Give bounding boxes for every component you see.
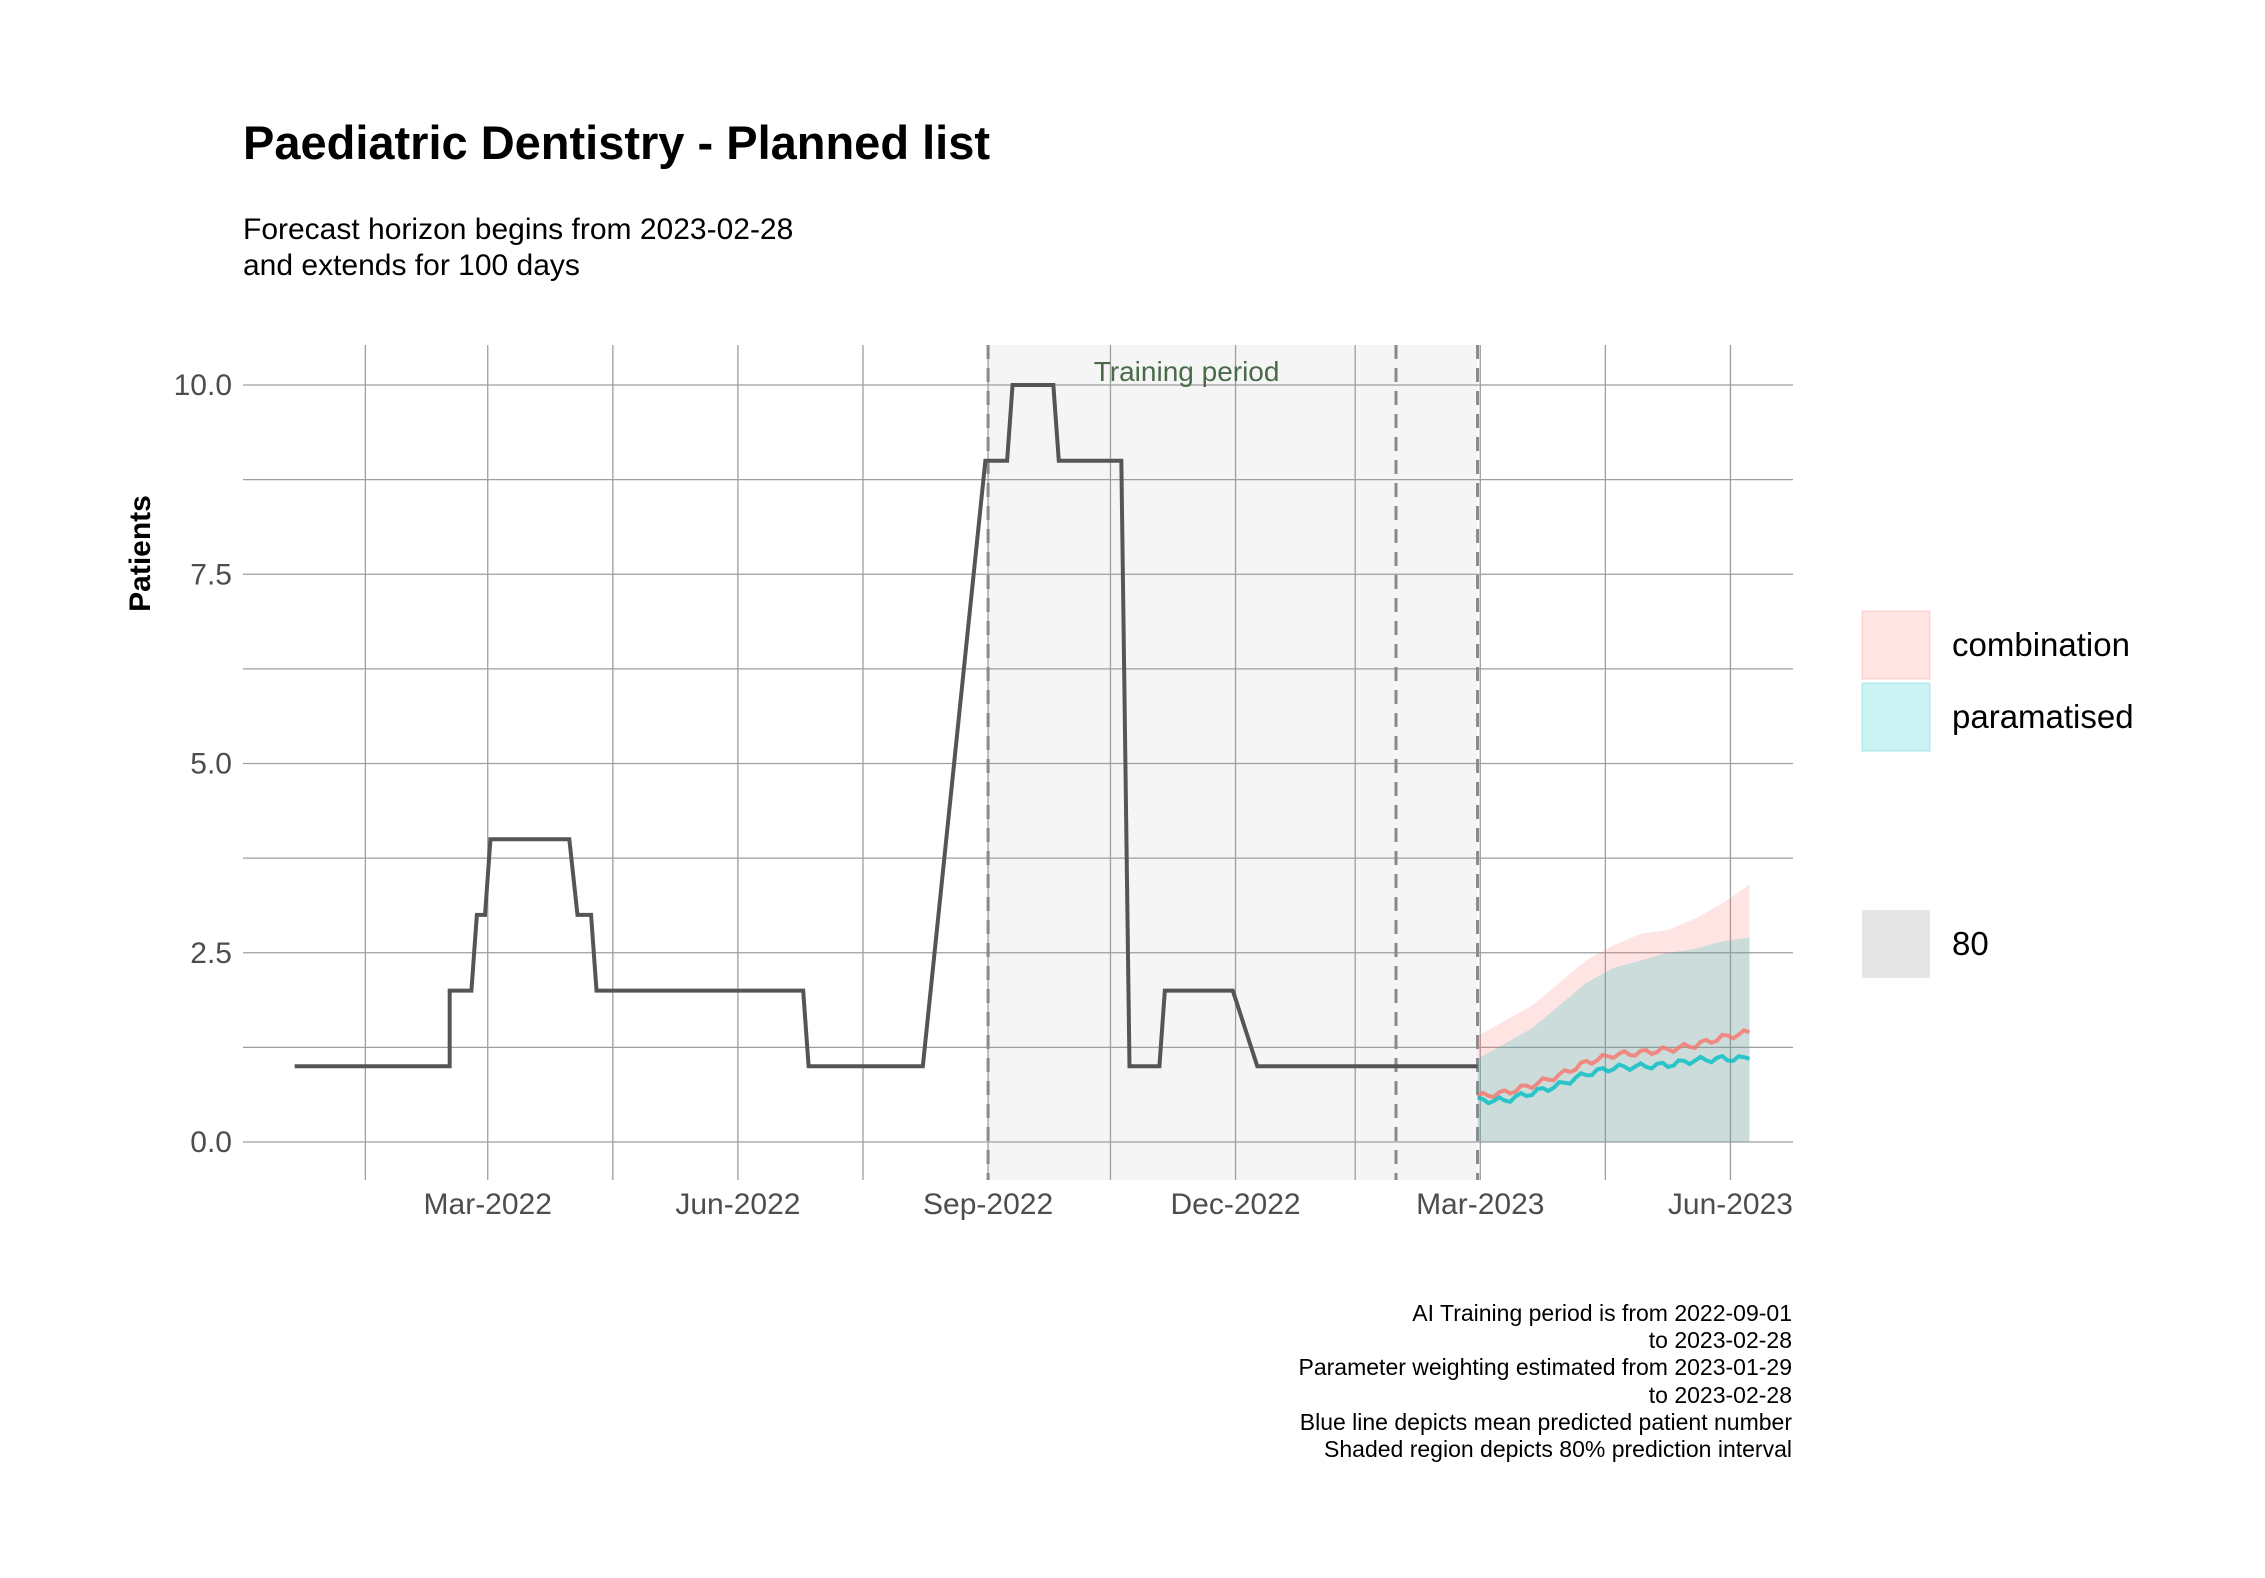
caption-line-6: Shaded region depicts 80% prediction int… xyxy=(1324,1436,1792,1463)
x-tick-label: Dec-2022 xyxy=(1171,1188,1301,1221)
chart-title: Paediatric Dentistry - Planned list xyxy=(243,116,990,169)
x-tick-label: Jun-2022 xyxy=(675,1188,800,1221)
x-tick-label: Mar-2022 xyxy=(424,1188,552,1221)
subtitle-line-2: and extends for 100 days xyxy=(243,249,580,282)
axis-labels-layer: 0.0 2.5 5.0 7.5 10.0 Mar-2022 Jun-2022 Sep-2022… xyxy=(124,356,1793,1221)
training-period-shade-layer xyxy=(988,345,1478,1180)
y-tick-label: 10.0 xyxy=(174,369,232,402)
paramatised-mean-line xyxy=(1477,1053,1751,1106)
vertical-markers-layer xyxy=(986,345,1480,1180)
chart-caption: AI Training period is from 2022-09-01 to… xyxy=(1299,1300,1792,1463)
legend-swatch-paramatised xyxy=(1861,682,1931,752)
legend: combination paramatised 80 xyxy=(1861,610,2134,978)
caption-line-1: AI Training period is from 2022-09-01 xyxy=(1412,1300,1792,1326)
chart-subtitle: Forecast horizon begins from 2023-02-28 … xyxy=(243,212,793,284)
subtitle-line-1: Forecast horizon begins from 2023-02-28 xyxy=(243,213,794,246)
y-tick-label: 0.0 xyxy=(190,1126,232,1159)
legend-label-paramatised: paramatised xyxy=(1952,698,2134,735)
y-axis-label: Patients xyxy=(124,495,157,612)
series-lines-layer xyxy=(294,383,1751,1106)
caption-line-5: Blue line depicts mean predicted patient… xyxy=(1299,1408,1792,1435)
training-period-shade xyxy=(988,345,1478,1180)
caption-line-3: Parameter weighting estimated from 2023-… xyxy=(1298,1354,1792,1381)
x-tick-label: Jun-2023 xyxy=(1668,1188,1793,1221)
caption-line-4: to 2023-02-28 xyxy=(1648,1381,1792,1408)
legend-swatch-combination xyxy=(1861,610,1931,680)
training-period-annotation: Training period xyxy=(1094,356,1280,387)
prediction-ribbons-layer xyxy=(1477,884,1750,1142)
history-line xyxy=(294,383,1478,1069)
y-tick-label: 2.5 xyxy=(190,937,232,970)
y-tick-label: 7.5 xyxy=(190,558,232,591)
y-tick-label: 5.0 xyxy=(190,748,232,781)
legend-label-level: 80 xyxy=(1952,925,1989,962)
x-tick-label: Mar-2023 xyxy=(1416,1188,1544,1221)
combination-mean-line xyxy=(1476,1028,1751,1100)
legend-swatch-level xyxy=(1862,910,1930,978)
caption-line-2: to 2023-02-28 xyxy=(1648,1327,1792,1354)
x-tick-label: Sep-2022 xyxy=(923,1188,1053,1221)
legend-label-combination: combination xyxy=(1952,626,2130,663)
